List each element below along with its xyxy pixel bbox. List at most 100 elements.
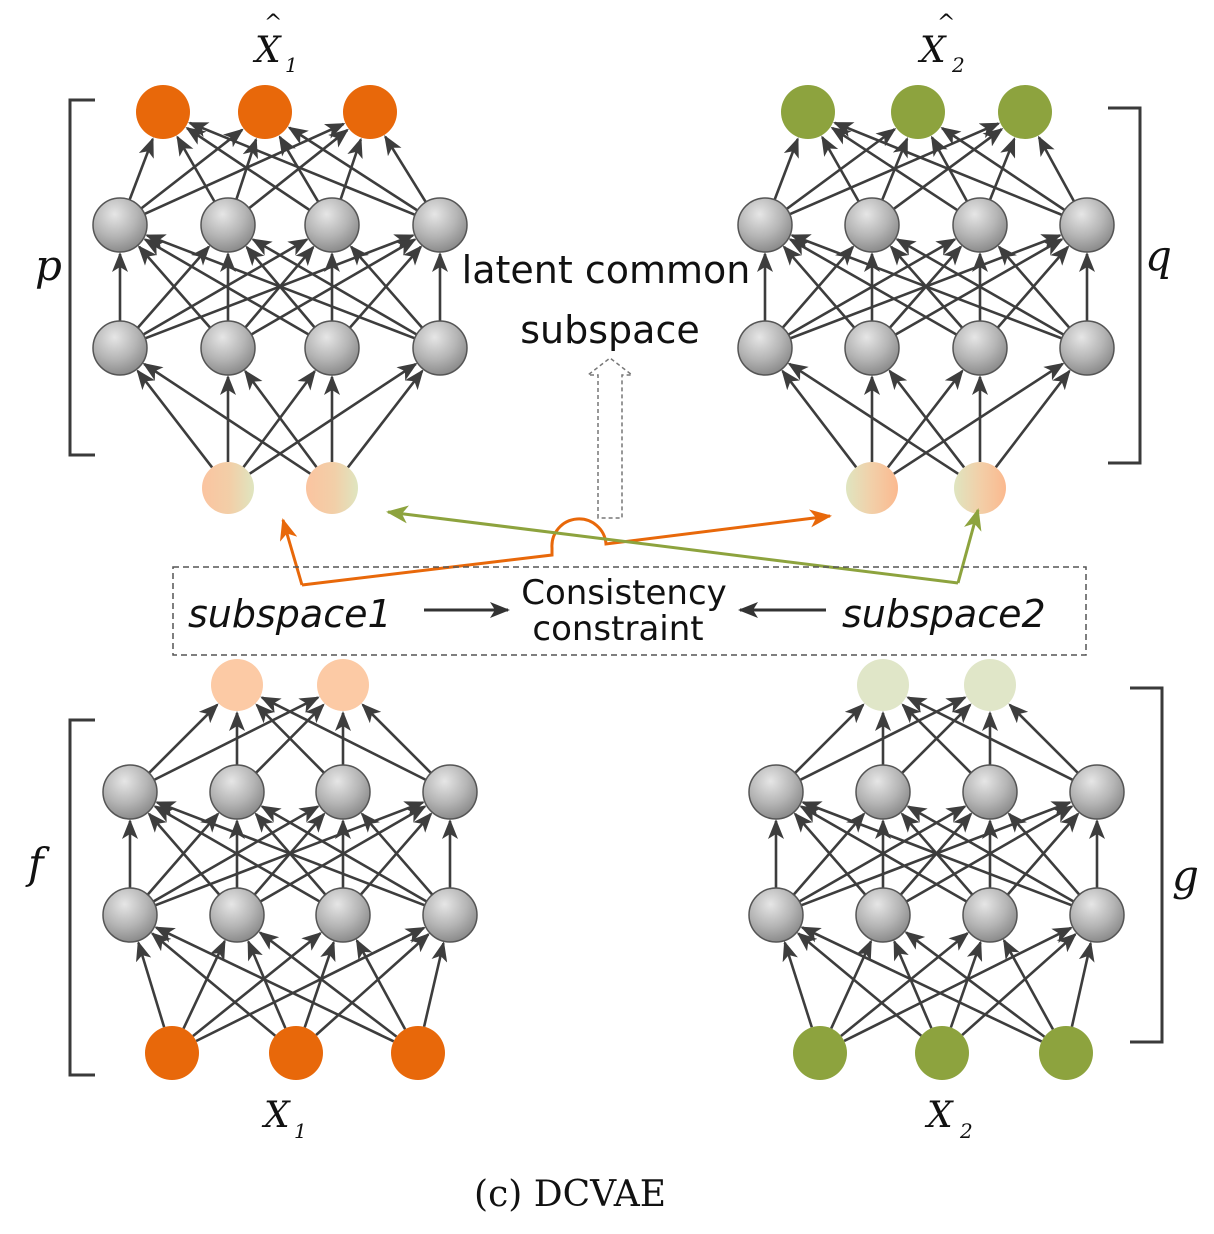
orange-up-arrow — [279, 518, 304, 586]
decoder-view2-edge — [781, 369, 858, 469]
decoder-view2-edge — [895, 238, 1065, 336]
encoder-view2-edge — [794, 703, 865, 774]
decoder-view1-edge — [140, 128, 244, 210]
decoder-view1-hidden-node — [412, 197, 468, 253]
encoder-view1-hidden-node — [102, 887, 158, 943]
decoder-view2-edge — [787, 362, 959, 475]
decoder-view2-hidden-node — [952, 320, 1008, 376]
encoder-view1-edge — [192, 931, 322, 1038]
encoder-view1-edge — [361, 703, 432, 774]
decoder-view2-hidden-node — [737, 320, 793, 376]
encoder-view1-input-node — [391, 1026, 445, 1080]
encoder-view1-edge — [260, 805, 428, 903]
encoder-view2-edge — [893, 939, 933, 1029]
bracket-p — [68, 98, 95, 457]
decoder-view2-edge — [994, 369, 1071, 469]
decoder-view1-edge — [346, 369, 424, 469]
encoder-view2-edge — [1070, 941, 1095, 1027]
encoder-view1-edge — [255, 703, 325, 774]
decoder-view2-edge — [821, 135, 860, 203]
decoder-view2-edge — [773, 137, 799, 201]
encoder-view1-edge — [195, 926, 426, 1043]
decoder-view1-edge — [144, 122, 346, 216]
decoder-view1-output-node — [238, 85, 292, 139]
label-x2: X — [924, 1095, 954, 1136]
encoder-view2-code-node — [857, 659, 909, 711]
decoder-view1-hidden-node — [92, 197, 148, 253]
encoder-view2-hidden-node — [962, 887, 1018, 943]
decoder-view1-hidden-node — [412, 320, 468, 376]
decoder-view2-edge — [830, 126, 959, 212]
decoder-view2-edge — [940, 127, 1066, 212]
encoder-view2-edge — [799, 805, 968, 903]
encoder-view2-edge — [782, 940, 814, 1028]
decoder-view2-edge — [790, 234, 1063, 340]
decoder-view2-code-node — [954, 462, 1006, 514]
encoder-view1-edge — [153, 805, 321, 903]
decoder-view1-edge — [251, 238, 418, 336]
encoder-view2-input-node — [793, 1026, 847, 1080]
subspace1-label: subspace1 — [188, 592, 392, 636]
label-q: q — [1145, 231, 1172, 280]
encoder-view2-edge — [843, 926, 1073, 1043]
encoder-view1-edge — [150, 932, 277, 1037]
decoder-view2-hidden-node — [844, 320, 900, 376]
decoder-view2-edge — [782, 245, 856, 329]
decoder-view1-edge — [142, 362, 312, 475]
encoder-view1-hidden-node — [315, 887, 371, 943]
encoder-view2-edge — [906, 805, 1075, 903]
decoder-view1-hidden-node — [304, 197, 360, 253]
bracket-g — [1130, 686, 1164, 1044]
decoder-view2-edge — [833, 121, 1063, 217]
encoder-view2-edge — [800, 926, 1043, 1043]
figure-caption: (c) DCVAE — [474, 1174, 666, 1215]
label-f: f — [25, 839, 50, 888]
encoder-view1-edge — [360, 812, 434, 896]
encoder-view2-edge — [1008, 703, 1079, 774]
decoder-view1-output-node — [136, 85, 190, 139]
decoder-view1-hidden-node — [200, 320, 256, 376]
encoder-view2-edge — [904, 931, 1046, 1038]
encoder-view2-input-node — [915, 1026, 969, 1080]
decoder-view1-edge — [185, 127, 311, 212]
encoder-view1-edge — [148, 703, 219, 774]
decoder-view1-edge — [176, 135, 216, 203]
encoder-view1-hidden-node — [422, 764, 478, 820]
encoder-view2-edge — [901, 703, 972, 774]
encoder-view2-edge — [801, 801, 1073, 907]
encoder-view1-edge — [258, 931, 398, 1038]
encoder-view2-hidden-node — [855, 887, 911, 943]
network-edges — [112, 121, 1105, 1043]
latent-subspace-label: subspace — [520, 308, 699, 352]
decoder-view2-hidden-node — [1059, 197, 1115, 253]
decoder-view1-edge — [349, 245, 424, 329]
decoder-view1-hidden-node — [200, 197, 256, 253]
decoder-view2-edge — [893, 362, 1065, 475]
decoder-view1-edge — [339, 137, 363, 200]
network-nodes — [92, 85, 1125, 1080]
encoder-view1-hidden-node — [315, 764, 371, 820]
encoder-view1-code-node — [317, 659, 369, 711]
encoder-view1-edge — [315, 933, 430, 1036]
decoder-view2-edge — [1037, 135, 1076, 202]
encoder-view1-edge — [260, 696, 427, 782]
decoder-view2-edge — [888, 369, 966, 469]
decoder-view1-edge — [137, 245, 212, 329]
encoder-view2-hidden-node — [855, 764, 911, 820]
decoder-view1-code-node — [202, 462, 254, 514]
encoder-view2-hidden-node — [1069, 887, 1125, 943]
label-p: p — [35, 241, 62, 290]
decoder-view1-hidden-node — [304, 320, 360, 376]
decoder-view1-edge — [136, 369, 214, 469]
decoder-view2-hidden-node — [1059, 320, 1115, 376]
encoder-view2-hidden-node — [748, 887, 804, 943]
decoder-view2-output-node — [998, 85, 1052, 139]
encoder-view1-hidden-node — [102, 764, 158, 820]
decoder-view1-edge — [278, 135, 320, 203]
encoder-view2-hidden-node — [1069, 764, 1125, 820]
encoder-view2-code-node — [964, 659, 1016, 711]
label-x1-hat: X — [252, 30, 282, 71]
label-x1-sub: 1 — [294, 1119, 307, 1143]
green-up-arrow — [956, 508, 982, 584]
